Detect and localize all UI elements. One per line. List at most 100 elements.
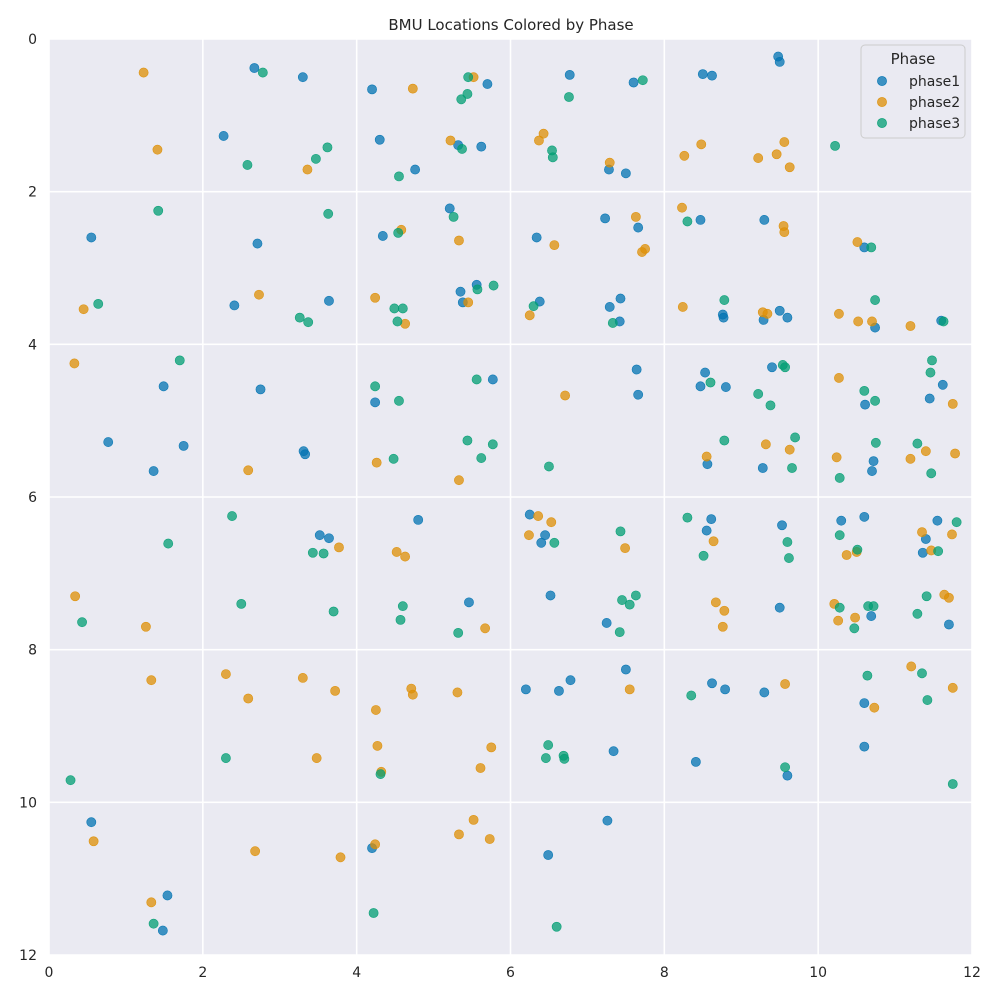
grid-lines	[48, 38, 973, 956]
phase1-point	[690, 756, 701, 767]
phase2-point	[138, 67, 149, 78]
phase1-point	[777, 520, 787, 531]
phase3-point	[933, 546, 944, 557]
phase2-point	[78, 304, 89, 315]
legend-label-phase2: phase2	[909, 95, 960, 111]
phase1-point	[917, 547, 928, 558]
phase1-point	[367, 84, 377, 95]
phase1-point	[464, 597, 474, 608]
phase2-point	[335, 852, 346, 863]
phase2-point	[780, 679, 790, 689]
phase1-point	[697, 69, 708, 80]
phase3-point	[624, 599, 635, 610]
phase2-point	[538, 128, 549, 139]
phase2-point	[710, 597, 721, 608]
phase1-point	[218, 131, 229, 141]
phase3-point	[311, 153, 321, 164]
phase1-point	[297, 72, 308, 83]
phase3-point	[375, 769, 386, 779]
phase2-point	[852, 237, 863, 247]
phase3-point	[830, 140, 840, 151]
phase1-point	[628, 77, 639, 88]
phase1-point	[720, 382, 731, 392]
phase1-point	[86, 232, 97, 243]
phase1-point	[413, 515, 424, 525]
phase3-point	[615, 526, 626, 537]
phase2-point	[524, 310, 535, 321]
phase1-point	[774, 57, 785, 67]
phase3-point	[870, 395, 880, 406]
phase3-point	[614, 627, 625, 638]
phase1-point	[701, 525, 712, 536]
phase1-point	[531, 232, 542, 243]
phase1-point	[924, 393, 935, 404]
phase3-point	[922, 695, 933, 705]
series-phase3	[65, 67, 962, 932]
phase2-point	[330, 685, 341, 696]
phase1-point	[545, 590, 556, 601]
phase3-point	[544, 461, 554, 472]
legend-marker-phase1	[877, 76, 887, 86]
phase1-point	[767, 362, 777, 373]
legend-label-phase3: phase3	[909, 116, 960, 132]
phase2-point	[141, 621, 151, 632]
phase2-point	[701, 451, 712, 462]
phase3-point	[368, 908, 379, 918]
y-tick-label: 0	[28, 32, 37, 48]
phase2-point	[950, 448, 960, 459]
phase1-point	[757, 463, 768, 473]
phase3-point	[849, 623, 860, 634]
legend-title: Phase	[891, 50, 936, 68]
phase3-point	[323, 208, 334, 219]
phase3-point	[912, 438, 923, 449]
phase1-point	[86, 817, 97, 828]
phase3-point	[607, 318, 618, 328]
phase1-point	[695, 381, 706, 392]
phase3-point	[753, 389, 764, 399]
phase2-point	[454, 235, 464, 246]
phase1-point	[859, 511, 870, 522]
phase2-point	[243, 693, 254, 704]
phase2-point	[297, 673, 308, 683]
phase3-point	[303, 317, 314, 328]
phase2-point	[834, 308, 844, 319]
phase2-point	[753, 153, 764, 163]
phase1-point	[487, 374, 498, 385]
phase1-point	[759, 687, 770, 698]
phase3-point	[917, 668, 927, 679]
phase2-point	[717, 621, 728, 632]
phase1-point	[524, 509, 535, 520]
phase3-point	[389, 303, 400, 314]
phase2-point	[762, 308, 773, 319]
phase3-point	[448, 211, 459, 222]
phase2-point	[146, 675, 157, 686]
phase2-point	[407, 689, 418, 700]
phase1-point	[608, 746, 619, 757]
phase2-point	[549, 240, 560, 250]
phase1-point	[543, 850, 554, 860]
x-tick-label: 2	[198, 965, 207, 981]
phase1-point	[860, 399, 870, 410]
phase2-point	[630, 211, 641, 222]
phase3-point	[564, 92, 574, 102]
phase1-point	[944, 619, 954, 630]
legend-marker-phase3	[877, 118, 887, 128]
phase1-point	[178, 440, 189, 451]
phase2-point	[454, 475, 464, 486]
phase2-point	[867, 316, 877, 327]
phase3-point	[462, 435, 473, 446]
phase3-point	[370, 381, 381, 392]
phase2-point	[484, 834, 495, 844]
phase2-point	[454, 829, 464, 840]
phase2-point	[452, 687, 463, 698]
y-tick-label: 10	[19, 795, 37, 811]
phase1-point	[564, 69, 575, 80]
phase1-point	[157, 925, 168, 936]
phase1-point	[249, 63, 260, 73]
phase2-point	[311, 753, 322, 763]
phase2-point	[905, 453, 916, 464]
phase2-point	[152, 144, 163, 155]
data-points	[65, 51, 962, 936]
phase2-point	[719, 605, 730, 616]
